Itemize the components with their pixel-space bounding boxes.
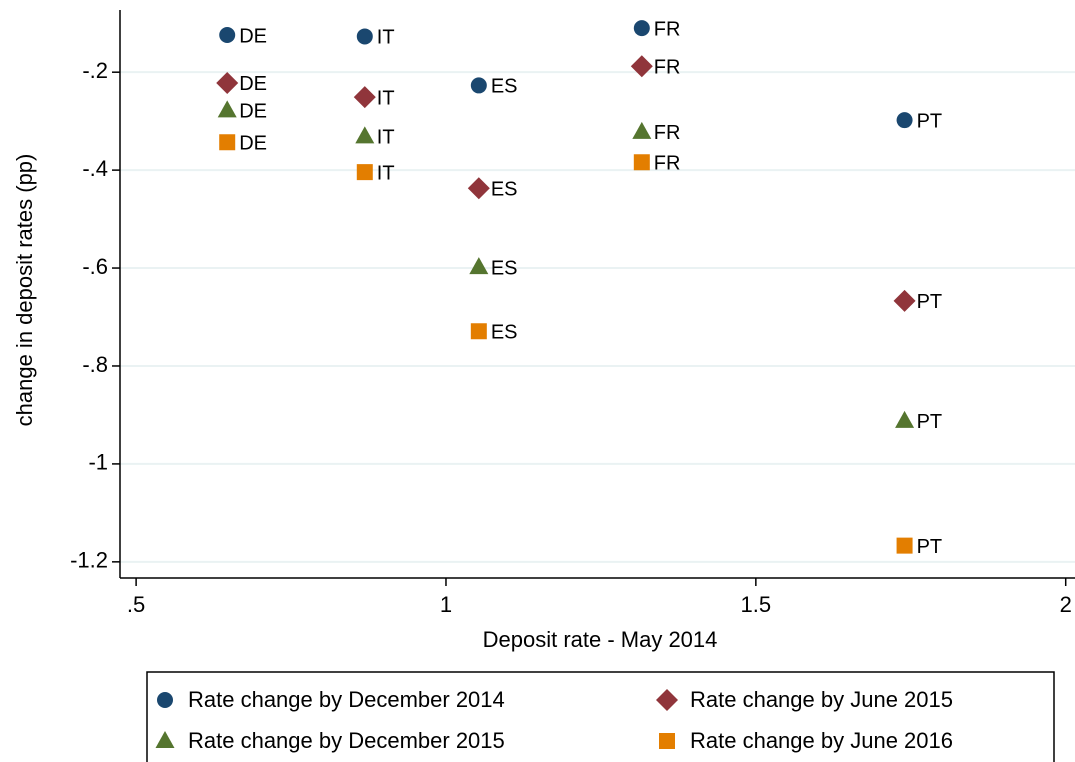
legend-label: Rate change by December 2015	[188, 728, 505, 753]
y-tick-label: -1	[88, 450, 108, 475]
point-label: FR	[654, 18, 681, 40]
point	[217, 100, 237, 118]
point	[896, 537, 913, 554]
point	[469, 257, 489, 275]
point-label: FR	[654, 57, 681, 79]
point-label: PT	[917, 110, 943, 132]
point	[356, 164, 373, 181]
point-label: DE	[239, 132, 267, 154]
legend-marker	[656, 689, 678, 711]
legend-box	[146, 671, 1055, 762]
point	[219, 26, 236, 43]
point-label: ES	[491, 76, 518, 98]
point-label: ES	[491, 179, 518, 201]
point-label: IT	[377, 87, 395, 109]
legend-marker	[157, 692, 173, 708]
x-axis-label: Deposit rate - May 2014	[483, 627, 718, 652]
point	[470, 77, 487, 94]
x-tick-label: 1.5	[741, 592, 772, 617]
point-label: PT	[917, 411, 943, 433]
point-label: DE	[239, 25, 267, 47]
point	[896, 112, 913, 129]
y-tick-label: -1.2	[70, 548, 108, 573]
point	[895, 410, 915, 428]
point	[893, 289, 916, 312]
point	[633, 154, 650, 171]
legend-marker	[155, 731, 175, 748]
legend-label: Rate change by June 2015	[690, 687, 953, 712]
x-tick-label: 2	[1060, 592, 1072, 617]
point-label: IT	[377, 27, 395, 49]
legend-marker	[659, 733, 675, 749]
point-label: DE	[239, 73, 267, 95]
y-tick-label: -.8	[82, 352, 108, 377]
x-tick-label: .5	[127, 592, 145, 617]
y-tick-label: -.2	[82, 58, 108, 83]
x-tick-label: 1	[440, 592, 452, 617]
point	[219, 134, 236, 151]
legend-label: Rate change by December 2014	[188, 687, 505, 712]
point-label: DE	[239, 101, 267, 123]
point	[630, 55, 653, 78]
point	[632, 121, 652, 139]
point	[353, 86, 376, 109]
point-label: FR	[654, 122, 681, 144]
point-label: ES	[491, 257, 518, 279]
y-tick-label: -.6	[82, 254, 108, 279]
point	[467, 177, 490, 200]
point-label: IT	[377, 127, 395, 149]
point-label: PT	[917, 536, 943, 558]
point-label: IT	[377, 162, 395, 184]
point	[356, 28, 373, 45]
y-tick-label: -.4	[82, 156, 108, 181]
point	[470, 323, 487, 340]
point	[216, 71, 239, 94]
point-label: ES	[491, 321, 518, 343]
point	[633, 20, 650, 37]
y-axis-label: change in deposit rates (pp)	[12, 154, 37, 427]
point-label: FR	[654, 153, 681, 175]
point-label: PT	[917, 291, 943, 313]
legend-label: Rate change by June 2016	[690, 728, 953, 753]
point	[355, 126, 375, 144]
